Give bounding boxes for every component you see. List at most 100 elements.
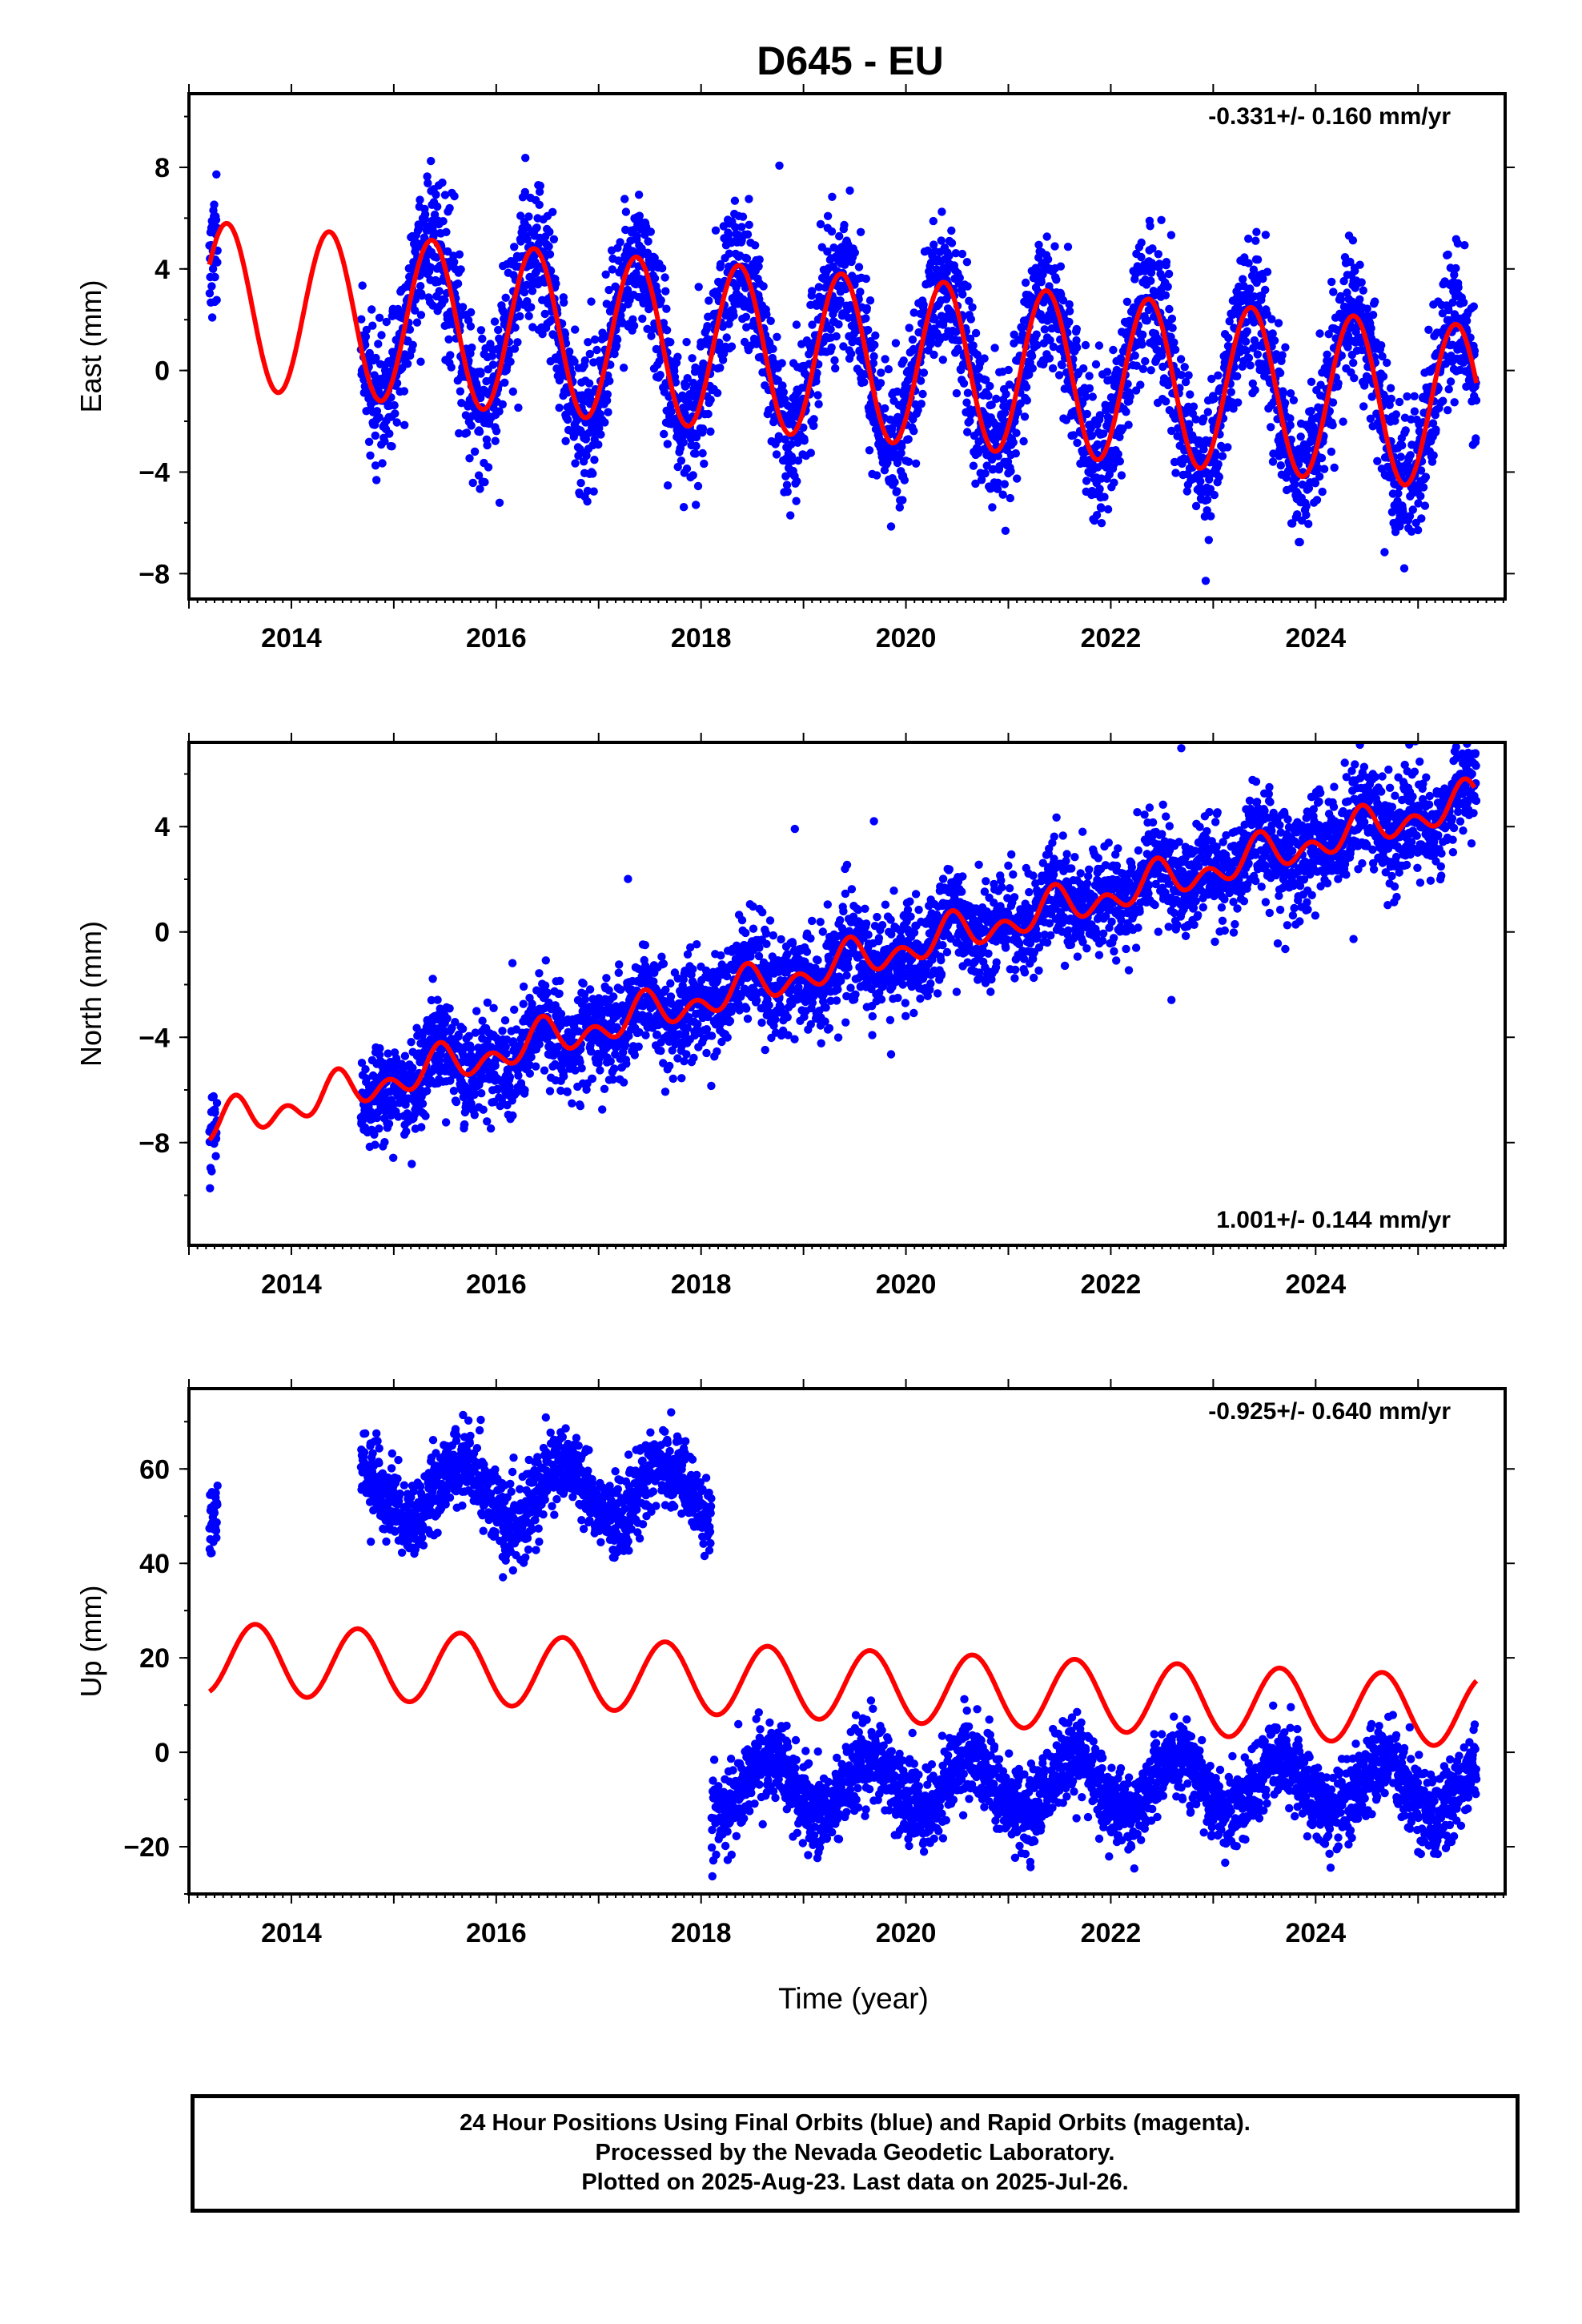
observation-point [673,462,682,472]
observation-point [483,440,492,450]
observation-point [1054,371,1064,380]
observation-point [1028,364,1038,373]
x-tick-label: 2018 [671,623,732,653]
observation-point [1088,392,1098,401]
observation-point [483,1117,492,1126]
observation-point [870,340,879,349]
observation-point [596,430,605,439]
observation-point [832,332,841,341]
observation-point [827,227,837,236]
observation-point [886,522,896,531]
observation-point [472,1007,481,1015]
observation-point [778,381,787,390]
observation-point [904,457,913,466]
observation-point [782,480,792,489]
observation-point [417,292,427,300]
observation-point [560,298,568,307]
observation-point [590,335,600,344]
observation-point [1328,398,1338,407]
observation-point [1210,394,1219,404]
observation-point [1304,520,1313,529]
observation-point [1391,410,1401,419]
observation-point [1446,377,1456,386]
observation-point [1102,368,1112,376]
observation-point [495,498,504,507]
observation-point [813,391,822,400]
observation-point [467,1044,476,1053]
observation-point [1065,307,1074,316]
observation-point [861,274,871,283]
observation-point [629,321,639,330]
observation-point [862,304,872,313]
observation-point [766,316,775,325]
observation-point [742,254,752,263]
observation-point [449,1087,459,1096]
observation-point [510,1005,519,1015]
observation-point [475,428,484,436]
observation-point [380,436,389,446]
observation-point [540,981,550,990]
observation-point [600,418,609,427]
observation-point [1171,468,1180,477]
observation-point [891,339,901,348]
observation-point [955,273,965,283]
observation-point [1386,384,1395,392]
observation-point [694,283,703,292]
observation-point [860,378,869,387]
observation-point [1319,464,1329,473]
x-tick-label: 2020 [876,623,937,653]
observation-point [432,190,440,199]
observation-point [856,227,865,236]
observation-point [1097,519,1106,528]
observation-point [212,1099,222,1108]
observation-point [1261,231,1271,239]
observation-point [581,418,590,427]
observation-point [549,235,559,243]
observation-point [590,456,599,464]
observation-point [704,409,713,419]
observation-point [1327,277,1336,287]
observation-point [1073,343,1082,352]
observation-point [1380,548,1389,557]
observation-point [739,295,748,304]
observation-point [679,438,688,447]
observation-point [604,285,613,295]
observation-point [1327,447,1336,456]
observation-point [483,998,492,1007]
observation-point [1114,449,1122,459]
observation-point [814,283,824,292]
observation-point [823,247,832,256]
observation-point [435,287,444,296]
observation-point [984,392,993,400]
observation-point [458,1024,468,1034]
observation-point [1410,407,1419,416]
observation-point [1275,368,1285,377]
observation-point [643,248,652,257]
observation-point [988,503,997,512]
observation-point [389,1153,398,1163]
observation-point [400,387,409,396]
observation-point [592,345,601,355]
observation-point [400,420,409,429]
observation-point [576,478,585,488]
observation-point [1048,364,1058,373]
observation-point [1037,278,1046,287]
observation-point [614,256,623,265]
observation-point [1244,353,1254,363]
observation-point [424,179,432,187]
observation-point [427,156,436,166]
observation-point [584,338,592,347]
observation-point [1460,298,1468,307]
observation-point [800,436,809,445]
observation-point [1042,232,1051,241]
observation-point [494,325,503,335]
observation-point [1011,449,1021,458]
observation-point [809,421,818,430]
observation-point [1280,399,1290,408]
observation-point [1027,352,1037,360]
observation-point [682,337,691,347]
observation-point [831,364,840,373]
observation-point [371,431,379,440]
observation-point [1176,355,1186,364]
observation-point [470,1111,479,1120]
